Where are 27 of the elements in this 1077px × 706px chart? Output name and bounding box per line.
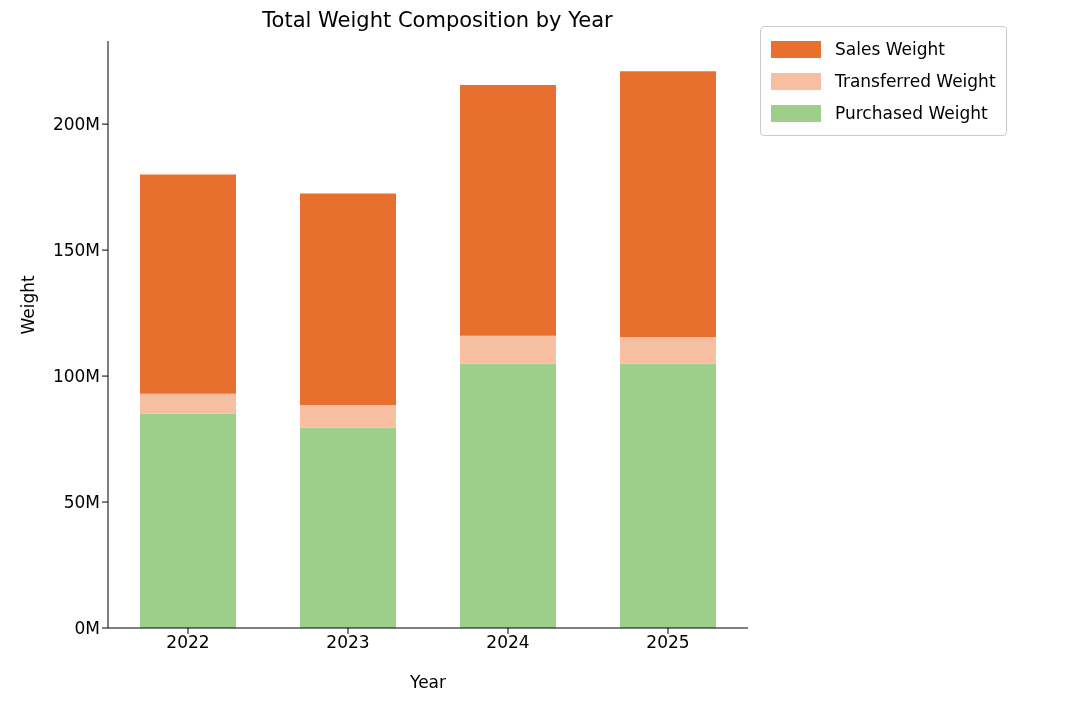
bar (300, 405, 396, 428)
legend-label: Purchased Weight (834, 102, 989, 125)
x-tick-label: 2025 (646, 632, 690, 653)
x-tick-label: 2022 (166, 632, 210, 653)
bar (300, 427, 396, 628)
legend-label: Sales Weight (834, 38, 946, 61)
bar (460, 85, 556, 336)
chart-title: Total Weight Composition by Year (261, 8, 614, 32)
y-axis-title: Weight (18, 274, 39, 335)
y-tick-label: 150M (52, 240, 100, 261)
x-axis-title: Year (409, 672, 446, 692)
bar (300, 193, 396, 406)
bar (620, 363, 716, 628)
bar (620, 71, 716, 338)
x-tick-label: 2024 (486, 632, 530, 653)
bar (140, 393, 236, 414)
y-tick-label: 50M (63, 492, 100, 513)
bar (620, 337, 716, 364)
bar (140, 174, 236, 394)
y-tick-label: 100M (52, 366, 100, 387)
legend-label: Transferred Weight (834, 70, 996, 93)
y-tick-label: 0M (74, 618, 100, 639)
bar (140, 413, 236, 628)
x-tick-label: 2023 (326, 632, 370, 653)
y-tick-label: 200M (52, 114, 100, 135)
bar (460, 335, 556, 364)
bar (460, 363, 556, 628)
